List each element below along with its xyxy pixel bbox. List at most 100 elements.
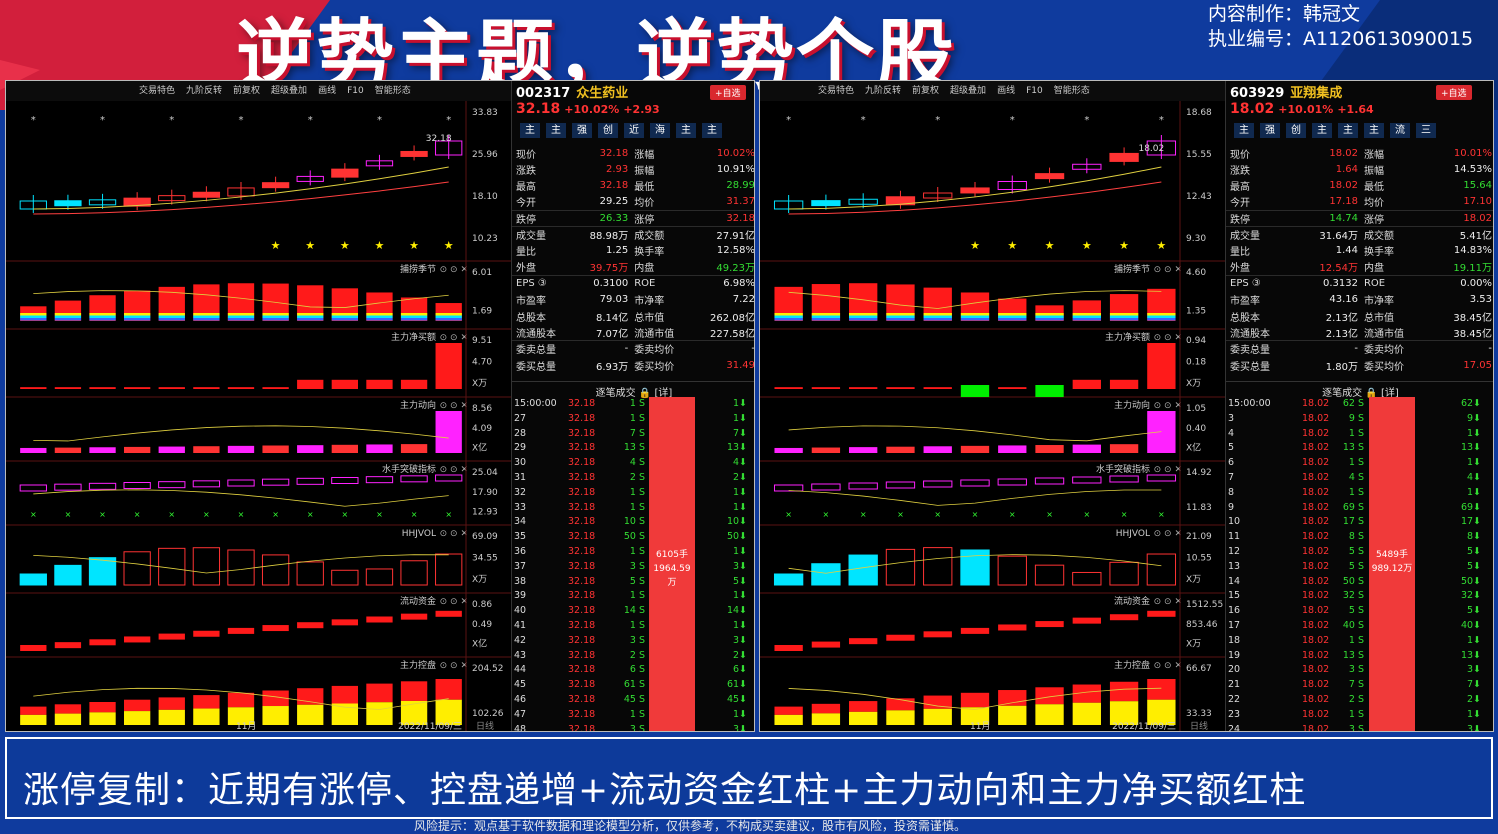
add-watchlist-button[interactable]: +自选 <box>710 85 746 100</box>
concept-tags: 主强创主主主流三 <box>1234 123 1442 138</box>
risk-disclaimer: 风险提示：观点基于软件数据和理论模型分析，仅供参考，不构成买卖建议，股市有风险，… <box>414 819 967 833</box>
concept-tag[interactable]: 主 <box>676 123 696 138</box>
tick-row: 24 18.02 3 S <box>1226 723 1366 732</box>
price-line: 18.02 +10.01% +1.64 <box>1230 101 1374 117</box>
concept-tag[interactable]: 强 <box>1260 123 1280 138</box>
indicator-bar <box>1109 561 1139 586</box>
quote-row: 流通股本 7.07亿 流通市值 227.58亿 <box>512 324 754 340</box>
concept-tag[interactable]: 近 <box>624 123 644 138</box>
indicator-bar <box>1035 385 1064 397</box>
indicator-title: 流动资金 <box>1114 595 1150 607</box>
tick-side: 3⬇ <box>732 634 747 646</box>
toolbar-item[interactable]: 前复权 <box>912 86 940 96</box>
detail-link[interactable]: [详] <box>654 388 673 399</box>
tick-header: 逐笔成交 🔒 [详] <box>1226 381 1493 399</box>
quote-label: 涨跌 <box>1230 165 1250 177</box>
toolbar-item[interactable]: F10 <box>1026 86 1043 96</box>
kline-chart[interactable]: 18.68 15.55 12.43 9.30 捕捞季节 ⊙ ⊙ ✕ 4.60 1.35 主力净买… <box>760 101 1225 732</box>
tick-side-row: 3⬇ <box>697 634 754 649</box>
indicator-bar <box>227 549 255 586</box>
detail-link[interactable]: [详] <box>1381 388 1399 399</box>
tick-price: 18.02 <box>1302 531 1330 543</box>
tick-volume: 3 S <box>629 560 645 572</box>
tick-time: 41 <box>514 619 527 631</box>
toolbar-item[interactable]: 智能形态 <box>374 86 411 96</box>
pct-change: +10.02% <box>564 103 620 116</box>
concept-tag[interactable]: 强 <box>572 123 592 138</box>
star-icon: ★ <box>970 239 980 252</box>
concept-tag[interactable]: 主 <box>702 123 722 138</box>
toolbar-item[interactable]: 前复权 <box>233 86 261 96</box>
indicator-line <box>788 290 1162 309</box>
quote-row: EPS ③ 0.3132 ROE 0.00% <box>1226 275 1493 291</box>
toolbar-item[interactable]: 智能形态 <box>1053 86 1090 96</box>
kline-chart[interactable]: 33.83 25.96 18.10 10.23 捕捞季节 ⊙ ⊙ ✕ 6.01 1.69 主力净… <box>6 101 511 732</box>
tick-price: 32.18 <box>568 442 596 454</box>
concept-tag[interactable]: 创 <box>1286 123 1306 138</box>
axis-label: 6.01 <box>472 268 492 278</box>
stock-panel-1[interactable]: 交易特色 九阶反转 前复权 超级叠加 画线 F10 智能形态 33.83 25.96 18.10… <box>5 80 755 732</box>
concept-tag[interactable]: 主 <box>1234 123 1254 138</box>
tick-time: 36 <box>514 545 527 557</box>
quote-value: 1.44 <box>1335 245 1358 257</box>
toolbar-item[interactable]: F10 <box>347 86 364 96</box>
tick-volume: 9 S <box>1348 412 1364 424</box>
indicator-bar <box>811 713 841 725</box>
toolbar-item[interactable]: 超级叠加 <box>271 86 308 96</box>
concept-tag[interactable]: 海 <box>650 123 670 138</box>
toolbar-item[interactable]: 画线 <box>318 86 337 96</box>
indicator-stripe <box>366 318 393 321</box>
quote-value: 12.54万 <box>1319 263 1358 275</box>
toolbar-item[interactable]: 超级叠加 <box>950 86 987 96</box>
concept-tag[interactable]: 主 <box>520 123 540 138</box>
tick-side-row: 1⬇ <box>1421 634 1491 649</box>
tick-side-row: 13⬇ <box>697 441 754 456</box>
indicator-bar <box>849 638 878 645</box>
tick-volume: 2 S <box>629 649 645 661</box>
indicator-stripe <box>1072 315 1101 318</box>
tick-price: 32.18 <box>568 457 596 469</box>
indicator-title: 捕捞季节 <box>400 263 436 275</box>
tick-side-row: 6⬇ <box>697 663 754 678</box>
concept-tag[interactable]: 三 <box>1416 123 1436 138</box>
tick-row: 47 32.18 1 S <box>512 708 647 723</box>
indicator-bar <box>811 563 841 586</box>
tick-volume: 3 S <box>1348 723 1364 732</box>
toolbar-item[interactable]: 九阶反转 <box>865 86 902 96</box>
star-icon: * <box>239 115 244 126</box>
toolbar-item[interactable]: 交易特色 <box>818 86 855 96</box>
tick-row: 44 32.18 6 S <box>512 663 647 678</box>
concept-tag[interactable]: 主 <box>1364 123 1384 138</box>
indicator-bar <box>1035 445 1064 453</box>
quote-label: 换手率 <box>634 247 665 259</box>
tick-side: 2⬇ <box>732 471 747 483</box>
tick-side: 1⬇ <box>732 590 747 602</box>
concept-tag[interactable]: 主 <box>546 123 566 138</box>
indicator-bar <box>54 447 82 453</box>
tick-time: 8 <box>1228 486 1235 498</box>
tick-side: 2⬇ <box>732 649 747 661</box>
stock-panel-2[interactable]: 交易特色 九阶反转 前复权 超级叠加 画线 F10 智能形态 18.68 15.55 12.43… <box>759 80 1494 732</box>
quote-table: 现价 18.02 涨幅 10.01% 涨跌 1.64 振幅 14.53% 最高 18.02 最低 15… <box>1226 145 1493 373</box>
toolbar-item[interactable]: 画线 <box>997 86 1016 96</box>
ma-line <box>33 181 449 215</box>
concept-tag[interactable]: 主 <box>1312 123 1332 138</box>
indicator-stripe <box>158 318 185 321</box>
tick-side: 50⬇ <box>1460 575 1481 587</box>
indicator-stripe <box>20 318 47 321</box>
tick-row: 23 18.02 1 S <box>1226 708 1366 723</box>
toolbar-item[interactable]: 九阶反转 <box>186 86 223 96</box>
concept-tag[interactable]: 主 <box>1338 123 1358 138</box>
concept-tag[interactable]: 流 <box>1390 123 1410 138</box>
concept-tag[interactable]: 创 <box>598 123 618 138</box>
axis-label: 14.92 <box>1186 468 1212 478</box>
add-watchlist-button[interactable]: +自选 <box>1436 85 1472 100</box>
indicator-bar <box>848 482 878 490</box>
indicator-bar <box>1109 701 1139 725</box>
tick-side-row: 2⬇ <box>697 649 754 664</box>
tick-price: 18.02 <box>1302 427 1330 439</box>
tick-row: 34 32.18 10 S <box>512 515 647 530</box>
indicator-title: 主力控盘 <box>1114 659 1150 671</box>
indicator-stripe <box>1109 318 1139 321</box>
toolbar-item[interactable]: 交易特色 <box>139 86 176 96</box>
